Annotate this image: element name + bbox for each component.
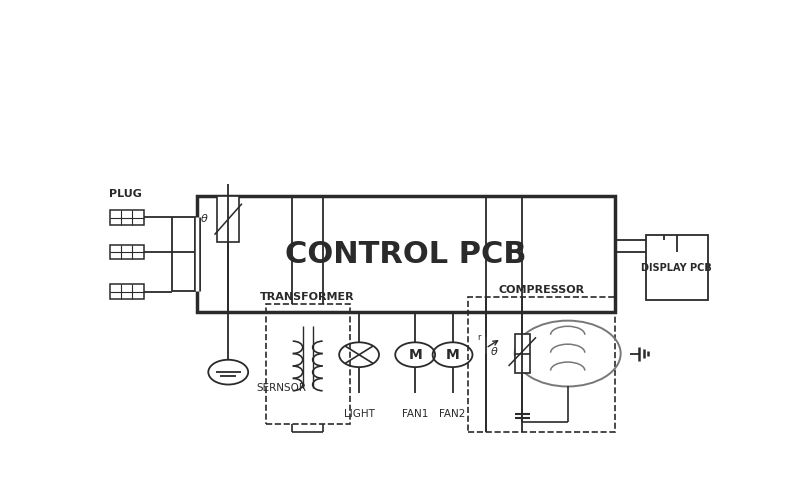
Text: CONTROL PCB: CONTROL PCB xyxy=(285,239,526,269)
Bar xyxy=(645,234,707,300)
Bar xyxy=(217,196,239,242)
Text: FAN2: FAN2 xyxy=(438,409,465,419)
Text: DISPLAY PCB: DISPLAY PCB xyxy=(641,263,711,273)
Bar xyxy=(110,284,144,299)
Text: θ: θ xyxy=(201,214,208,224)
Text: M: M xyxy=(408,348,422,362)
Text: SERNSOR: SERNSOR xyxy=(256,383,306,393)
Text: COMPRESSOR: COMPRESSOR xyxy=(498,285,584,295)
Text: TRANSFORMER: TRANSFORMER xyxy=(260,292,355,302)
Text: θ: θ xyxy=(491,347,497,357)
Bar xyxy=(197,196,613,312)
Text: r: r xyxy=(477,333,480,343)
Bar xyxy=(110,245,144,260)
Text: M: M xyxy=(445,348,459,362)
Text: FAN1: FAN1 xyxy=(402,409,428,419)
Bar xyxy=(514,334,529,373)
Text: LIGHT: LIGHT xyxy=(343,409,374,419)
Text: PLUG: PLUG xyxy=(109,190,141,199)
Bar xyxy=(467,297,613,432)
Bar xyxy=(265,304,349,425)
Bar xyxy=(110,210,144,224)
